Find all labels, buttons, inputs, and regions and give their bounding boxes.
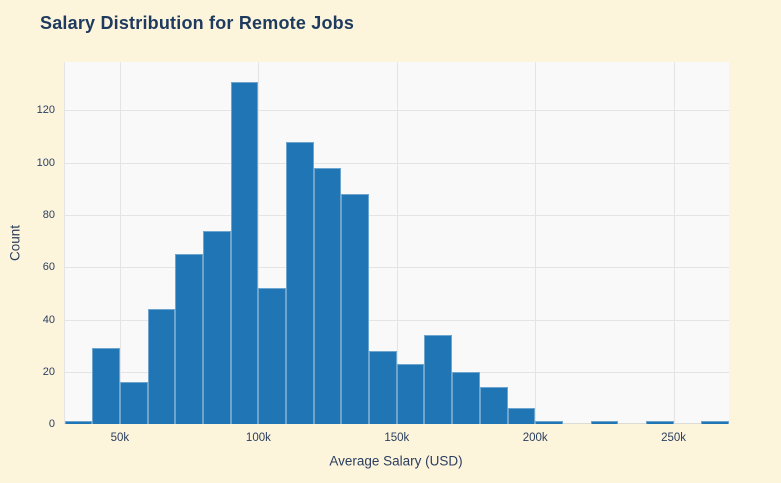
x-tick-label-150k: 150k [384, 432, 410, 444]
y-tick-label-20: 20 [42, 365, 55, 378]
y-tick-label-100: 100 [36, 156, 55, 169]
gridline-y-100 [64, 162, 729, 164]
chart-title: Salary Distribution for Remote Jobs [40, 13, 355, 33]
histogram-bar-110k [286, 141, 314, 424]
histogram-bar-30k [64, 421, 93, 424]
x-tick-label-100k: 100k [245, 432, 271, 444]
x-axis-title: Average Salary (USD) [329, 453, 463, 469]
histogram-bar-140k [369, 350, 397, 424]
histogram-bar-50k [119, 382, 148, 424]
histogram-bar-130k [341, 194, 370, 424]
gridline-x-150k [396, 62, 398, 424]
x-tick-label-200k: 200k [522, 432, 548, 444]
histogram-bar-170k [452, 371, 480, 424]
gridline-y-60 [64, 267, 729, 269]
histogram-bar-40k [92, 348, 120, 424]
histogram-bar-120k [313, 167, 342, 424]
gridline-x-250k [673, 62, 675, 424]
histogram-bar-60k [147, 309, 176, 424]
histogram-bar-160k [424, 335, 453, 424]
histogram-bar-180k [479, 387, 508, 424]
histogram-bar-240k [645, 421, 674, 424]
gridline-y-80 [64, 214, 729, 216]
gridline-y-40 [64, 319, 729, 321]
y-tick-label-40: 40 [42, 313, 55, 326]
histogram-bar-190k [507, 408, 536, 424]
histogram-bar-200k [535, 421, 563, 424]
gridline-x-50k [119, 62, 121, 424]
gridline-y-120 [64, 110, 729, 112]
y-tick-label-120: 120 [36, 104, 55, 117]
y-tick-label-80: 80 [42, 208, 55, 221]
gridline-x-100k [258, 62, 260, 424]
axis-line-left [64, 62, 65, 424]
histogram-bar-100k [258, 288, 287, 424]
x-tick-label-250k: 250k [661, 432, 687, 444]
x-tick-label-50k: 50k [110, 432, 130, 444]
histogram-bar-90k [230, 81, 259, 424]
histogram-bar-80k [202, 230, 231, 424]
y-axis-title: Count [7, 224, 23, 262]
y-tick-label-0: 0 [48, 418, 55, 430]
histogram-bar-150k [396, 363, 425, 424]
histogram-bar-260k [701, 421, 729, 424]
histogram-bar-70k [175, 254, 203, 424]
plot-area [64, 62, 729, 424]
gridline-x-200k [535, 62, 537, 424]
y-tick-label-60: 60 [42, 261, 55, 274]
histogram-bar-220k [590, 421, 619, 424]
